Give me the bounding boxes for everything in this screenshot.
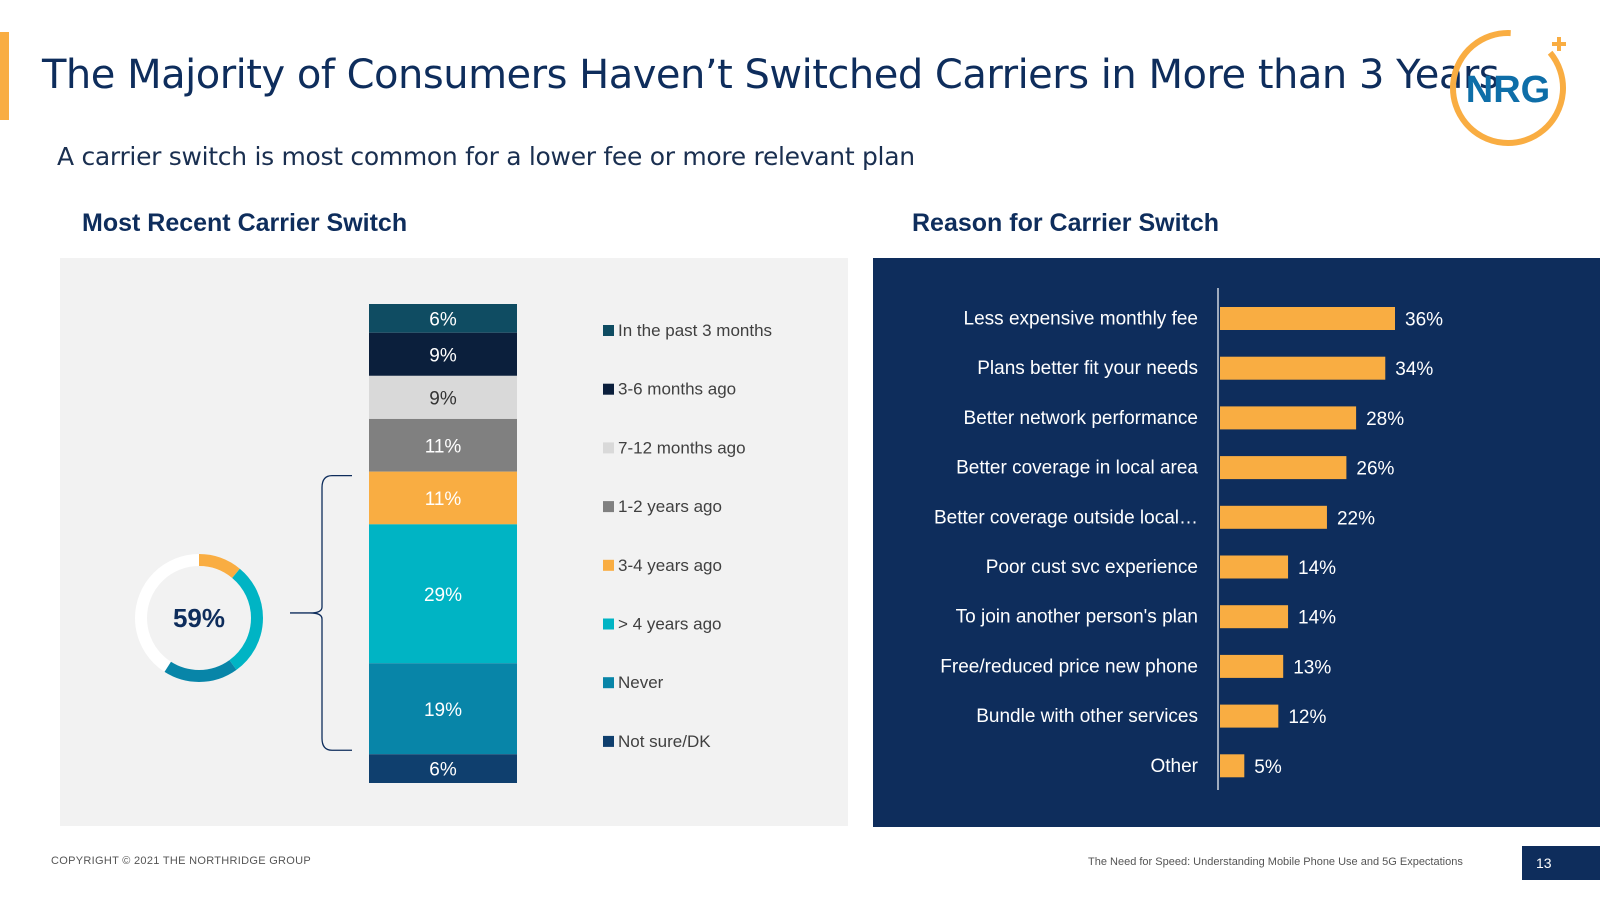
bar-data-label: 36%	[1405, 310, 1443, 331]
donut-segment	[135, 554, 263, 682]
reason-bar	[1220, 704, 1279, 728]
legend-swatch	[603, 501, 614, 513]
bar-segment	[369, 304, 517, 333]
bar-data-label: 13%	[1293, 657, 1331, 678]
bar-data-label: 9%	[429, 388, 457, 409]
category-label: Free/reduced price new phone	[940, 656, 1198, 677]
copyright-text: COPYRIGHT © 2021 THE NORTHRIDGE GROUP	[51, 855, 312, 867]
legend-entry: 1-2 years ago	[618, 497, 722, 516]
title-accent-bar	[0, 32, 9, 120]
legend-entry: Never	[618, 673, 664, 692]
legend-swatch	[603, 383, 614, 395]
reason-bar	[1220, 356, 1386, 380]
bar-data-label: 14%	[1298, 558, 1336, 579]
left-chart-title: Most Recent Carrier Switch	[82, 209, 408, 237]
reason-bar	[1220, 505, 1327, 529]
page-title: The Majority of Consumers Haven’t Switch…	[42, 52, 1500, 98]
reason-bar	[1220, 654, 1284, 678]
legend-swatch	[603, 618, 614, 630]
legend-entry: > 4 years ago	[618, 615, 722, 634]
category-label: Plans better fit your needs	[977, 358, 1198, 379]
switch-reasons-panel: Less expensive monthly fee 36% Plans bette…	[873, 258, 1600, 827]
donut-center-label: 59%	[173, 603, 225, 633]
bar-data-label: 9%	[429, 345, 457, 366]
reason-bar	[1220, 307, 1395, 330]
bar-data-label: 29%	[424, 585, 462, 606]
horizontal-bar-chart: Less expensive monthly fee 36% Plans bette…	[934, 288, 1443, 790]
logo-plus-icon	[1552, 37, 1566, 51]
page-number: 13	[1522, 846, 1600, 880]
reason-bar	[1220, 456, 1347, 480]
reason-bar	[1220, 406, 1357, 430]
legend-entry: 3-4 years ago	[618, 556, 722, 575]
legend-swatch	[603, 442, 614, 454]
legend-entry: In the past 3 months	[618, 321, 772, 340]
legend-entry: 7-12 months ago	[618, 438, 746, 457]
reason-bar	[1220, 754, 1245, 778]
bar-data-label: 11%	[425, 436, 462, 457]
stacked-bar-chart: 6% 9% 9% 11% 11% 29% 19% 6% In the past 3 months…	[135, 304, 772, 783]
category-label: Better network performance	[964, 408, 1198, 429]
carrier-switch-timing-panel: 6% 9% 9% 11% 11% 29% 19% 6% In the past 3 months…	[60, 258, 848, 826]
nrg-logo: NRG	[1450, 30, 1566, 146]
bar-segment	[369, 332, 517, 376]
bar-data-label: 28%	[1366, 409, 1404, 430]
category-label: Better coverage outside local…	[934, 507, 1198, 528]
bracket-connector	[290, 475, 352, 751]
bar-data-label: 6%	[429, 760, 457, 781]
legend-swatch	[603, 735, 614, 747]
legend-swatch	[603, 325, 614, 336]
bar-data-label: 14%	[1298, 608, 1336, 629]
bar-data-label: 34%	[1395, 359, 1433, 380]
bar-segment	[369, 754, 517, 783]
donut-segment	[135, 554, 263, 682]
donut-segment	[135, 554, 263, 682]
bar-data-label: 19%	[424, 700, 462, 721]
bar-segment	[369, 418, 517, 472]
legend-entry: 3-6 months ago	[618, 380, 736, 399]
page-subtitle: A carrier switch is most common for a lo…	[57, 142, 915, 171]
bar-data-label: 12%	[1288, 707, 1326, 728]
bar-segment	[369, 375, 517, 419]
bar-data-label: 6%	[429, 309, 457, 330]
report-title-footer: The Need for Speed: Understanding Mobile…	[1088, 856, 1463, 868]
category-label: Less expensive monthly fee	[964, 309, 1198, 330]
right-chart-title: Reason for Carrier Switch	[912, 209, 1220, 237]
bar-segment	[369, 524, 517, 664]
bar-data-label: 22%	[1337, 508, 1375, 529]
category-label: Other	[1150, 756, 1198, 777]
bar-data-label: 26%	[1356, 459, 1394, 480]
category-label: Bundle with other services	[976, 706, 1198, 727]
category-label: Better coverage in local area	[956, 458, 1198, 479]
bar-data-label: 5%	[1254, 757, 1282, 778]
legend-entry: Not sure/DK	[618, 732, 711, 751]
category-label: To join another person's plan	[956, 607, 1198, 628]
legend-swatch	[603, 677, 614, 689]
bar-data-label: 11%	[425, 489, 462, 510]
legend-swatch	[603, 559, 614, 571]
bar-segment	[369, 663, 517, 755]
reason-bar	[1220, 605, 1289, 629]
category-label: Poor cust svc experience	[986, 557, 1198, 578]
bar-segment	[369, 471, 517, 525]
logo-text: NRG	[1466, 69, 1550, 111]
reason-bar	[1220, 555, 1289, 579]
